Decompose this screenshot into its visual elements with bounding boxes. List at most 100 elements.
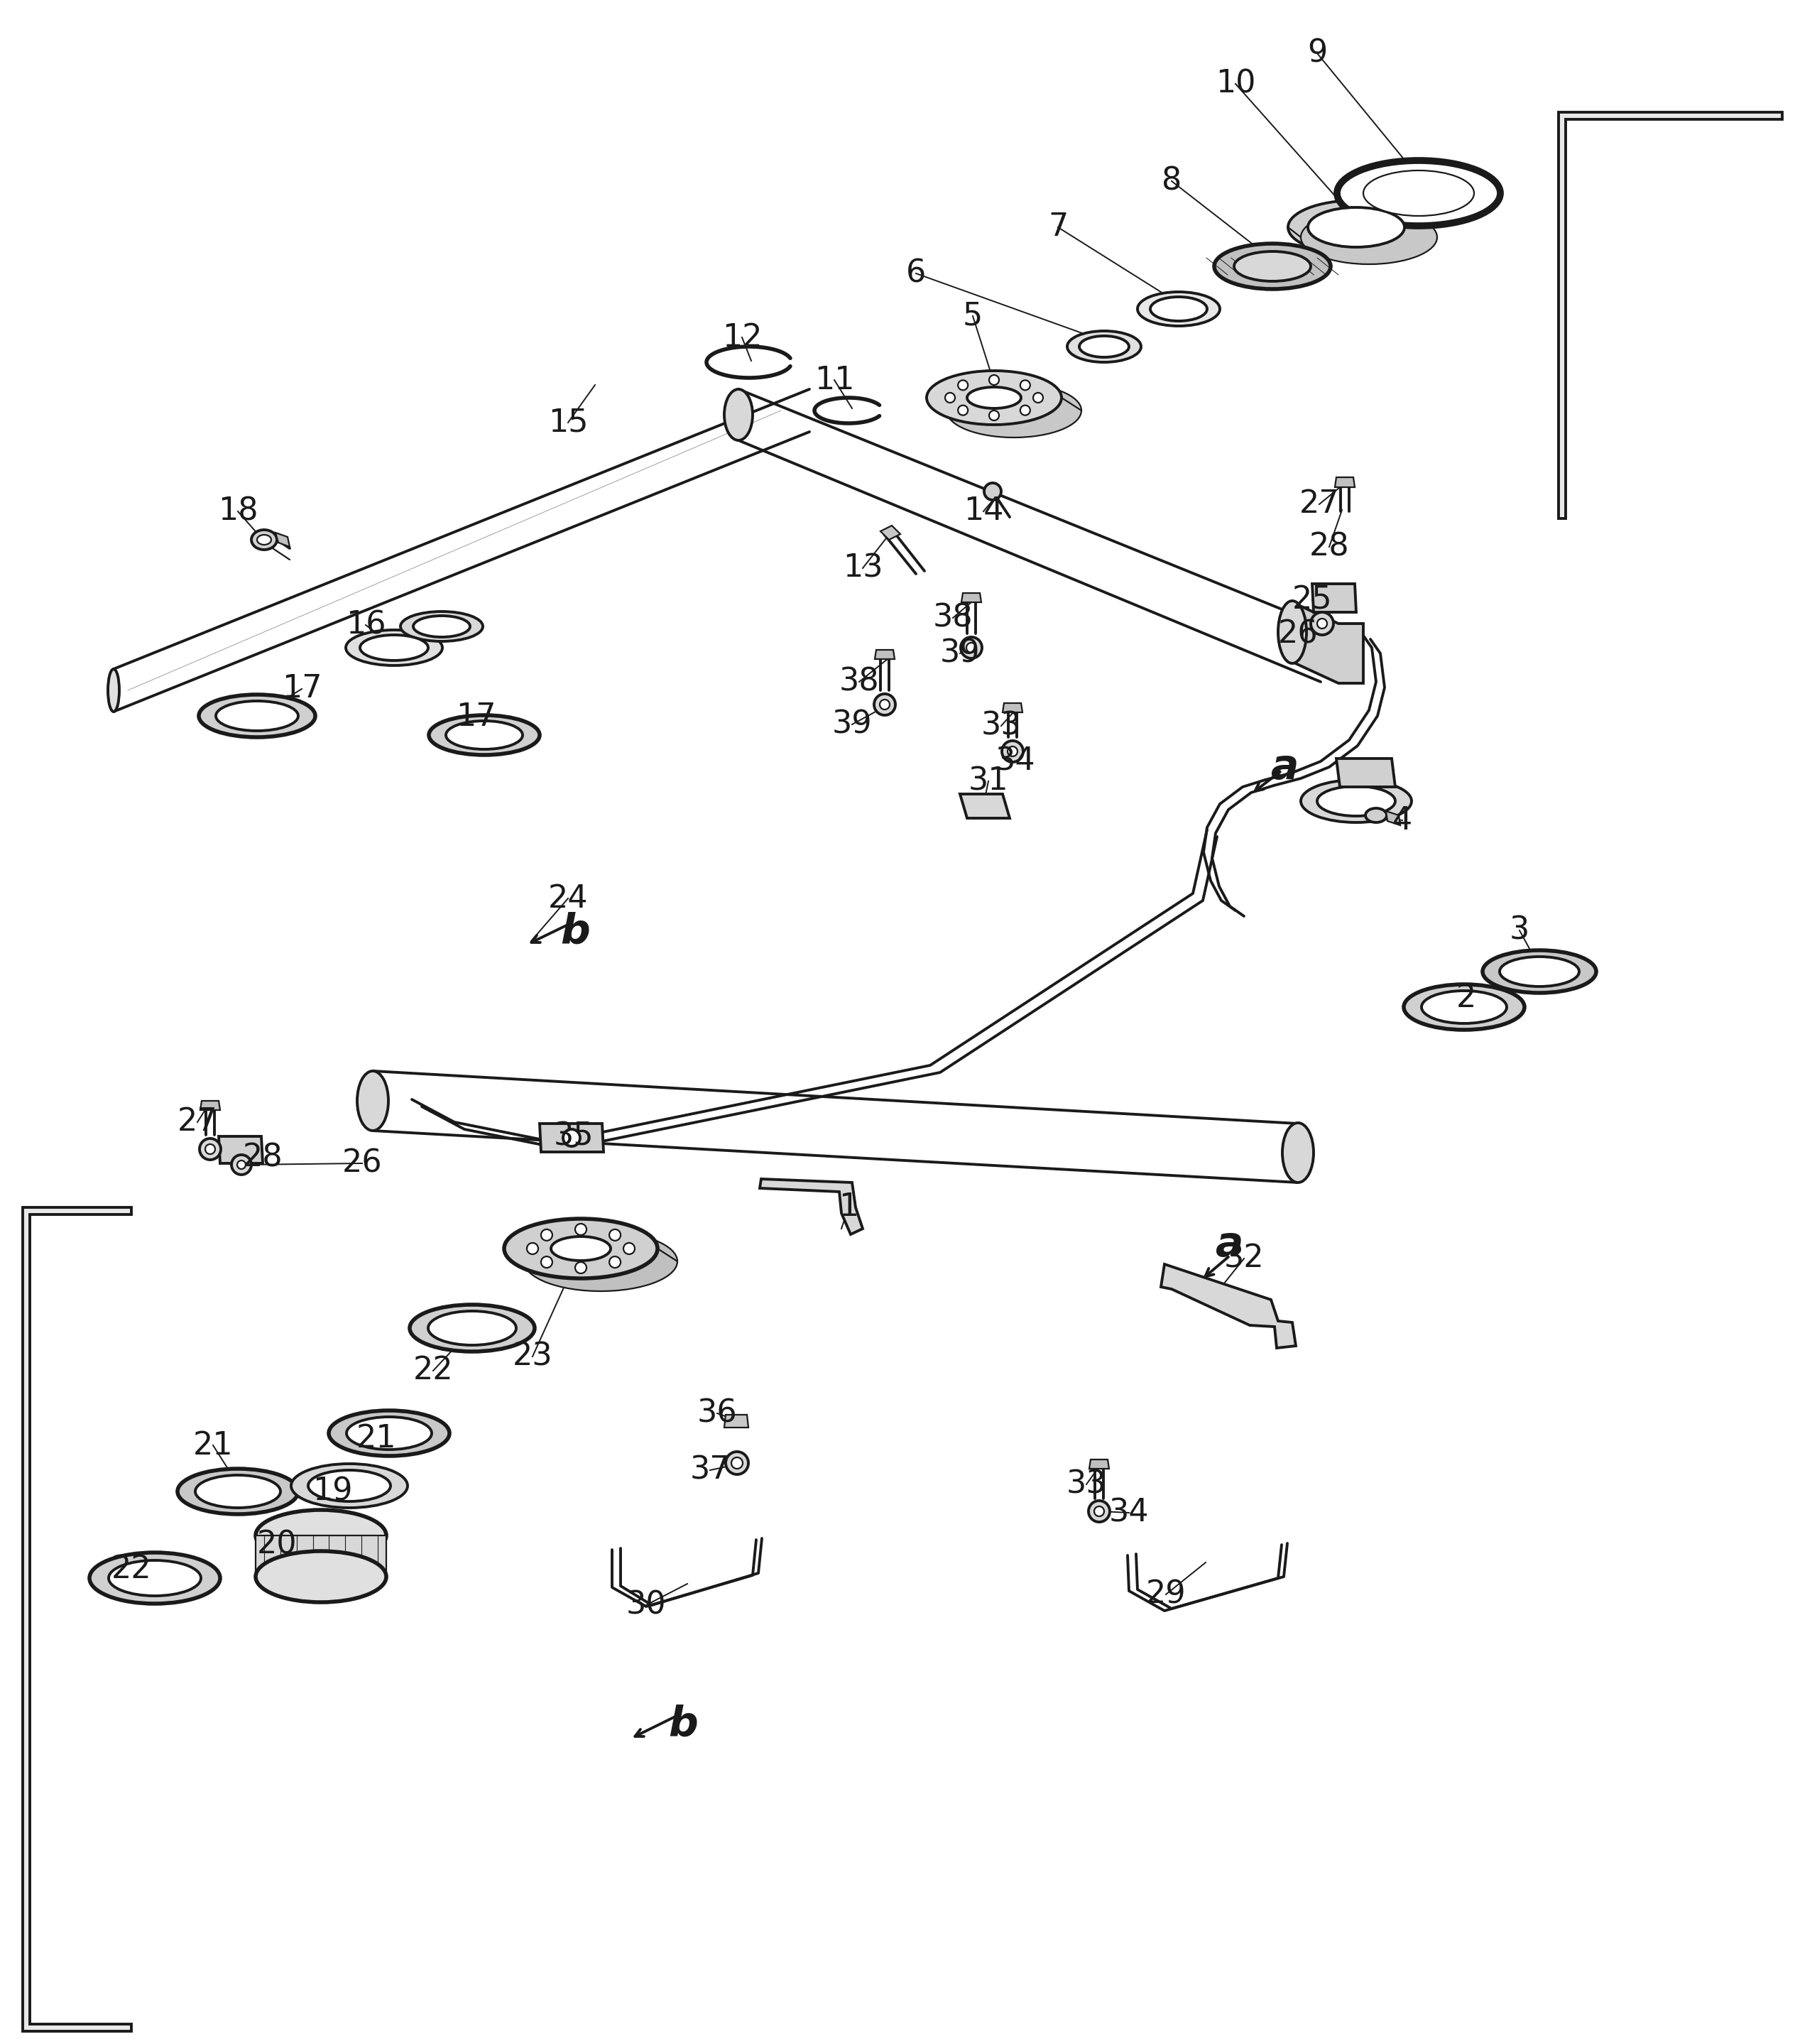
Text: 39: 39 (941, 638, 980, 668)
Circle shape (1020, 380, 1030, 390)
Circle shape (528, 1243, 538, 1255)
Text: 4: 4 (1393, 805, 1413, 836)
Circle shape (959, 405, 968, 415)
Text: 34: 34 (994, 746, 1036, 777)
Text: 2: 2 (1456, 983, 1475, 1014)
Ellipse shape (504, 1218, 657, 1278)
Polygon shape (540, 1124, 603, 1153)
Ellipse shape (346, 1416, 433, 1449)
Text: 3: 3 (1510, 916, 1529, 946)
Ellipse shape (215, 701, 298, 732)
Circle shape (1034, 392, 1043, 403)
Text: 19: 19 (312, 1476, 352, 1506)
Ellipse shape (196, 1476, 280, 1508)
Text: 38: 38 (838, 666, 880, 697)
Text: 21: 21 (192, 1431, 233, 1461)
Circle shape (960, 638, 982, 658)
Polygon shape (1335, 758, 1395, 787)
Polygon shape (1090, 1459, 1109, 1470)
Ellipse shape (551, 1237, 610, 1261)
Text: 35: 35 (553, 1120, 594, 1151)
Circle shape (609, 1228, 621, 1241)
Ellipse shape (409, 1304, 535, 1351)
Ellipse shape (1079, 335, 1129, 358)
Ellipse shape (328, 1410, 449, 1455)
Text: 16: 16 (346, 609, 386, 640)
Circle shape (1318, 619, 1327, 630)
Text: b: b (668, 1705, 698, 1746)
Text: 28: 28 (242, 1143, 284, 1173)
Polygon shape (23, 1208, 131, 2032)
Text: 34: 34 (1109, 1498, 1149, 1529)
Circle shape (959, 380, 968, 390)
Text: 20: 20 (257, 1529, 296, 1560)
Ellipse shape (199, 695, 316, 738)
Ellipse shape (90, 1553, 221, 1605)
Text: 37: 37 (689, 1455, 731, 1486)
Ellipse shape (723, 388, 752, 439)
Text: 26: 26 (343, 1149, 382, 1179)
Ellipse shape (291, 1464, 407, 1508)
Ellipse shape (361, 636, 429, 660)
Polygon shape (759, 1179, 863, 1235)
Circle shape (1095, 1506, 1104, 1517)
Text: 38: 38 (933, 603, 973, 634)
Text: 17: 17 (456, 701, 495, 732)
Ellipse shape (1068, 331, 1142, 362)
Circle shape (989, 374, 1000, 384)
Text: 12: 12 (722, 323, 763, 354)
Ellipse shape (1318, 787, 1395, 816)
Ellipse shape (1213, 243, 1330, 288)
Ellipse shape (1278, 601, 1307, 664)
Ellipse shape (413, 615, 470, 638)
Circle shape (874, 693, 896, 715)
Text: a: a (1215, 1224, 1244, 1265)
Circle shape (725, 1451, 749, 1474)
Circle shape (946, 392, 955, 403)
Polygon shape (201, 1102, 221, 1110)
Polygon shape (1335, 476, 1355, 486)
Ellipse shape (445, 722, 522, 750)
Text: 7: 7 (1048, 213, 1068, 243)
Ellipse shape (1151, 296, 1206, 321)
Ellipse shape (400, 611, 483, 642)
Text: 26: 26 (1278, 619, 1318, 650)
Ellipse shape (946, 384, 1081, 437)
Text: 22: 22 (413, 1355, 454, 1386)
Ellipse shape (1235, 251, 1310, 282)
Text: 21: 21 (355, 1423, 397, 1453)
Circle shape (1088, 1500, 1109, 1523)
Circle shape (880, 699, 890, 709)
Polygon shape (255, 1535, 386, 1576)
Text: 24: 24 (547, 883, 589, 914)
Ellipse shape (429, 1310, 517, 1345)
Ellipse shape (1499, 957, 1580, 987)
Ellipse shape (255, 1551, 386, 1602)
Text: 29: 29 (1145, 1580, 1186, 1611)
Polygon shape (723, 1414, 749, 1427)
Text: 33: 33 (982, 711, 1021, 742)
Text: 18: 18 (217, 497, 258, 527)
Text: 25: 25 (1292, 585, 1332, 615)
Ellipse shape (109, 1560, 201, 1596)
Text: 33: 33 (1066, 1470, 1106, 1500)
Circle shape (1310, 613, 1334, 636)
Text: 9: 9 (1307, 39, 1327, 69)
Text: 11: 11 (815, 364, 854, 394)
Text: 1: 1 (838, 1192, 858, 1222)
Ellipse shape (968, 386, 1021, 409)
Ellipse shape (1337, 161, 1501, 225)
Circle shape (574, 1224, 587, 1235)
Text: a: a (1271, 746, 1300, 787)
Polygon shape (1292, 603, 1362, 683)
Ellipse shape (1289, 200, 1425, 253)
Circle shape (540, 1257, 553, 1267)
Circle shape (731, 1457, 743, 1470)
Text: 39: 39 (831, 709, 872, 740)
Circle shape (1007, 746, 1018, 756)
Circle shape (237, 1161, 246, 1169)
Polygon shape (960, 793, 1009, 818)
Circle shape (1020, 405, 1030, 415)
Polygon shape (1003, 703, 1023, 713)
Polygon shape (881, 525, 901, 540)
